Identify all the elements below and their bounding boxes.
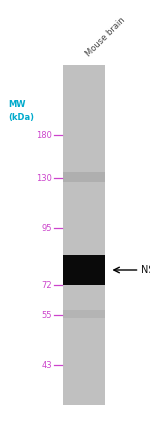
Text: 55: 55 (42, 310, 52, 319)
Text: 43: 43 (41, 360, 52, 370)
Text: (kDa): (kDa) (8, 113, 34, 122)
Bar (63, 172, 105, 182)
Text: 180: 180 (36, 131, 52, 140)
Bar (63, 255, 105, 285)
Text: 95: 95 (42, 223, 52, 233)
Text: Mouse brain: Mouse brain (84, 15, 127, 58)
Text: NSF: NSF (141, 265, 150, 275)
Bar (63, 65, 105, 405)
Text: MW: MW (8, 100, 26, 109)
Text: 130: 130 (36, 173, 52, 182)
Bar (63, 310, 105, 318)
Text: 72: 72 (41, 280, 52, 289)
